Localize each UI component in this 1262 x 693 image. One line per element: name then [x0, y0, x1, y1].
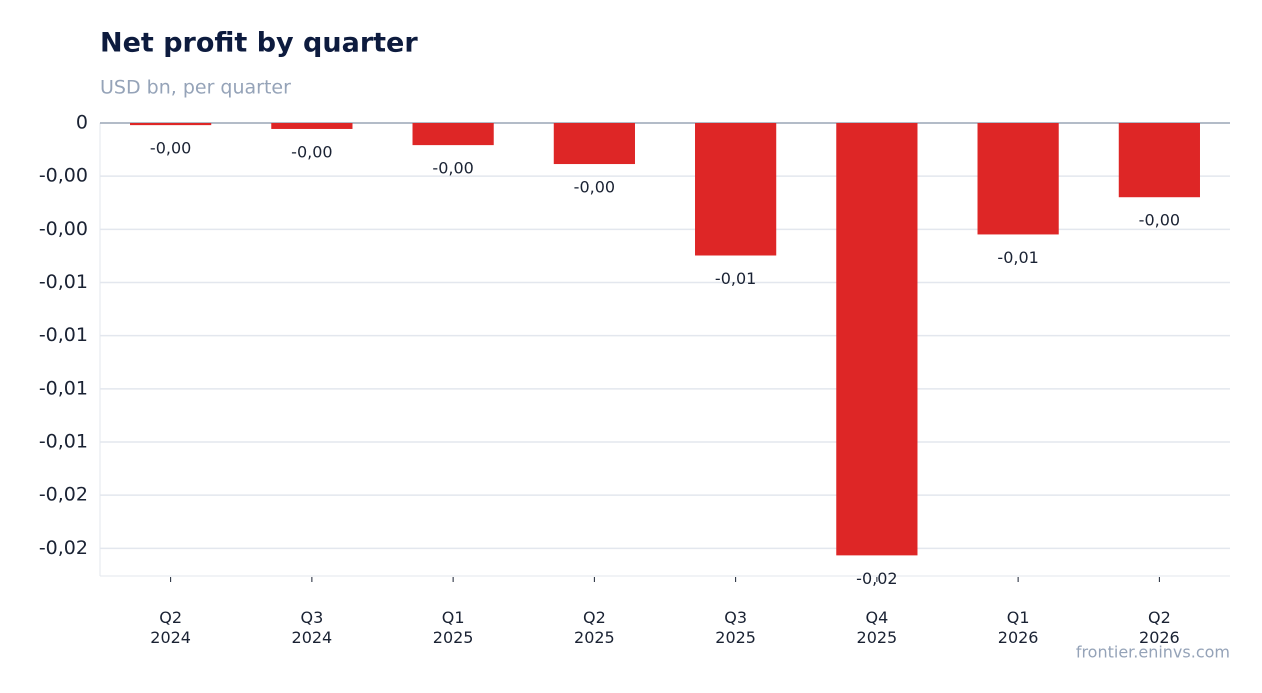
y-tick-label: -0,01: [39, 271, 88, 293]
chart-title: Net profit by quarter: [100, 28, 418, 59]
y-tick-label: -0,02: [39, 537, 88, 559]
data-label: -0,00: [150, 139, 191, 158]
x-tick-label: Q3 2024: [291, 608, 333, 647]
bar: [130, 123, 212, 126]
chart-subtitle: USD bn, per quarter: [100, 77, 291, 99]
y-tick-label: -0,00: [39, 165, 88, 187]
bar: [836, 123, 918, 556]
y-tick-label: -0,01: [39, 431, 88, 453]
x-tick-label: Q2 2024: [150, 608, 191, 647]
bar: [412, 123, 494, 146]
bar: [977, 123, 1059, 235]
data-label: -0,00: [291, 142, 332, 161]
bar: [553, 123, 635, 165]
y-tick-label: -0,01: [39, 377, 88, 399]
data-label: -0,00: [432, 159, 473, 178]
x-tick-label: Q1 2026: [997, 608, 1039, 647]
bar: [271, 123, 353, 129]
data-label: -0,01: [715, 269, 756, 288]
y-tick-label: 0: [76, 112, 88, 134]
x-tick-label: Q2 2025: [574, 608, 615, 647]
y-tick-label: -0,00: [39, 218, 88, 240]
bar: [695, 123, 777, 256]
bar: [1118, 123, 1200, 198]
x-tick-label: Q3 2025: [715, 608, 756, 647]
y-tick-label: -0,01: [39, 324, 88, 346]
x-tick-label: Q2 2026: [1139, 608, 1180, 647]
data-label: -0,00: [1139, 211, 1180, 230]
y-tick-label: -0,02: [39, 484, 88, 506]
x-tick-label: Q1 2025: [432, 608, 474, 647]
data-label: -0,00: [574, 178, 615, 197]
source: frontier.eninvs.com: [1076, 643, 1230, 662]
data-label: -0,01: [997, 248, 1038, 267]
x-tick-label: Q4 2025: [856, 608, 898, 647]
data-label: -0,02: [856, 569, 897, 588]
